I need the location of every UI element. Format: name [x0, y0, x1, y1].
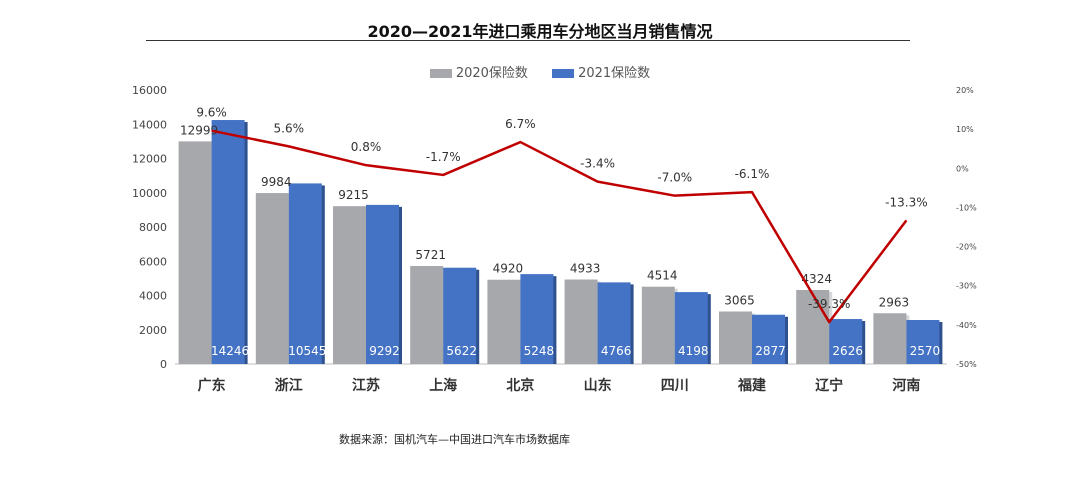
- data-label-2021: 2877: [755, 344, 786, 358]
- bar-2020: [333, 206, 366, 364]
- legend-swatch-2021: [552, 69, 575, 78]
- data-label-2020: 5721: [415, 248, 446, 262]
- data-label-2021: 14246: [211, 344, 249, 358]
- y-tick-label: 4000: [139, 290, 167, 303]
- growth-label: -6.1%: [735, 167, 770, 181]
- data-label-2020: 4324: [801, 272, 832, 286]
- data-label-2020: 4514: [647, 269, 678, 283]
- data-label-2020: 9984: [261, 175, 292, 189]
- data-label-2021: 10545: [288, 344, 326, 358]
- chart-title: 2020—2021年进口乘用车分地区当月销售情况: [367, 22, 713, 41]
- legend-label-2021: 2021保险数: [578, 66, 651, 81]
- growth-label: 9.6%: [196, 106, 227, 120]
- growth-label: 6.7%: [505, 117, 536, 131]
- growth-label: 5.6%: [274, 121, 305, 135]
- growth-label: -7.0%: [657, 171, 692, 185]
- y2-tick-label: -50%: [956, 360, 977, 369]
- x-tick-label: 浙江: [275, 377, 303, 394]
- bar-2021: [597, 282, 631, 364]
- bar-2021: [906, 319, 940, 364]
- bar-2021: [520, 274, 554, 364]
- legend-swatch-2020: [429, 69, 452, 78]
- bar-2021: [443, 267, 477, 364]
- growth-label: -1.7%: [426, 150, 461, 164]
- y-tick-label: 16000: [132, 84, 167, 97]
- data-label-2020: 3065: [724, 294, 755, 308]
- data-label-2020: 12999: [180, 123, 218, 137]
- legend: 2020保险数 2021保险数: [0, 62, 1080, 81]
- bar-2021: [211, 120, 245, 364]
- bar-2020: [178, 141, 212, 364]
- y2-tick-label: -30%: [956, 282, 977, 291]
- y2-tick-label: -40%: [956, 321, 977, 330]
- bar-2021: [366, 204, 399, 364]
- bar-2021: [829, 319, 863, 364]
- growth-label: -39.3%: [808, 297, 850, 311]
- data-label-2020: 4920: [493, 262, 524, 276]
- bar-2021: [674, 292, 708, 364]
- x-tick-label: 四川: [661, 378, 689, 394]
- growth-label: 0.8%: [351, 140, 382, 154]
- x-tick-label: 河南: [892, 377, 920, 394]
- y2-tick-label: 0%: [956, 164, 969, 173]
- data-label-2020: 2963: [879, 295, 910, 309]
- data-label-2020: 9215: [338, 188, 369, 202]
- bar-2020: [564, 279, 598, 364]
- bar-2021: [288, 183, 322, 364]
- bar-2020: [255, 193, 289, 364]
- data-label-2021: 2626: [832, 344, 863, 358]
- data-label-2021: 9292: [369, 344, 400, 358]
- legend-item-2020: 2020保险数: [429, 62, 528, 81]
- y-tick-label: 14000: [132, 118, 167, 131]
- data-label-2021: 2570: [910, 344, 941, 358]
- title-underline: [146, 40, 910, 41]
- bar-2021: [752, 314, 785, 364]
- bar-2020: [410, 266, 444, 364]
- y2-tick-label: 20%: [956, 86, 974, 95]
- data-label-2021: 5248: [524, 344, 555, 358]
- x-tick-label: 上海: [429, 377, 457, 394]
- x-tick-label: 江苏: [352, 377, 380, 394]
- data-label-2020: 4933: [570, 262, 601, 276]
- bar-2020: [796, 289, 830, 364]
- growth-line: [211, 129, 908, 324]
- data-label-2021: 5622: [446, 344, 477, 358]
- y-tick-label: 6000: [139, 255, 167, 268]
- legend-label-2020: 2020保险数: [455, 66, 528, 81]
- y2-tick-label: -10%: [956, 203, 977, 212]
- y2-tick-label: -20%: [956, 243, 977, 252]
- bar-2020: [719, 311, 752, 364]
- bar-2020: [873, 313, 907, 364]
- x-tick-label: 北京: [506, 377, 534, 394]
- y2-tick-label: 10%: [956, 125, 974, 134]
- bar-2020: [487, 279, 521, 364]
- x-tick-label: 山东: [584, 377, 612, 394]
- bar-2020: [641, 286, 675, 364]
- x-tick-label: 辽宁: [815, 377, 843, 394]
- growth-label: -3.4%: [580, 157, 615, 171]
- y-tick-label: 8000: [139, 221, 167, 234]
- y-tick-label: 0: [160, 358, 167, 371]
- x-tick-label: 广东: [198, 377, 226, 394]
- growth-label: -13.3%: [885, 195, 927, 209]
- legend-item-2021: 2021保险数: [552, 62, 650, 81]
- y-tick-label: 12000: [132, 153, 167, 166]
- y-tick-label: 10000: [132, 187, 167, 200]
- y-tick-label: 2000: [139, 324, 167, 337]
- data-label-2021: 4198: [678, 344, 709, 358]
- source-note: 数据来源：国机汽车—中国进口汽车市场数据库: [339, 433, 570, 446]
- data-label-2021: 4766: [601, 344, 632, 358]
- x-tick-label: 福建: [737, 377, 766, 394]
